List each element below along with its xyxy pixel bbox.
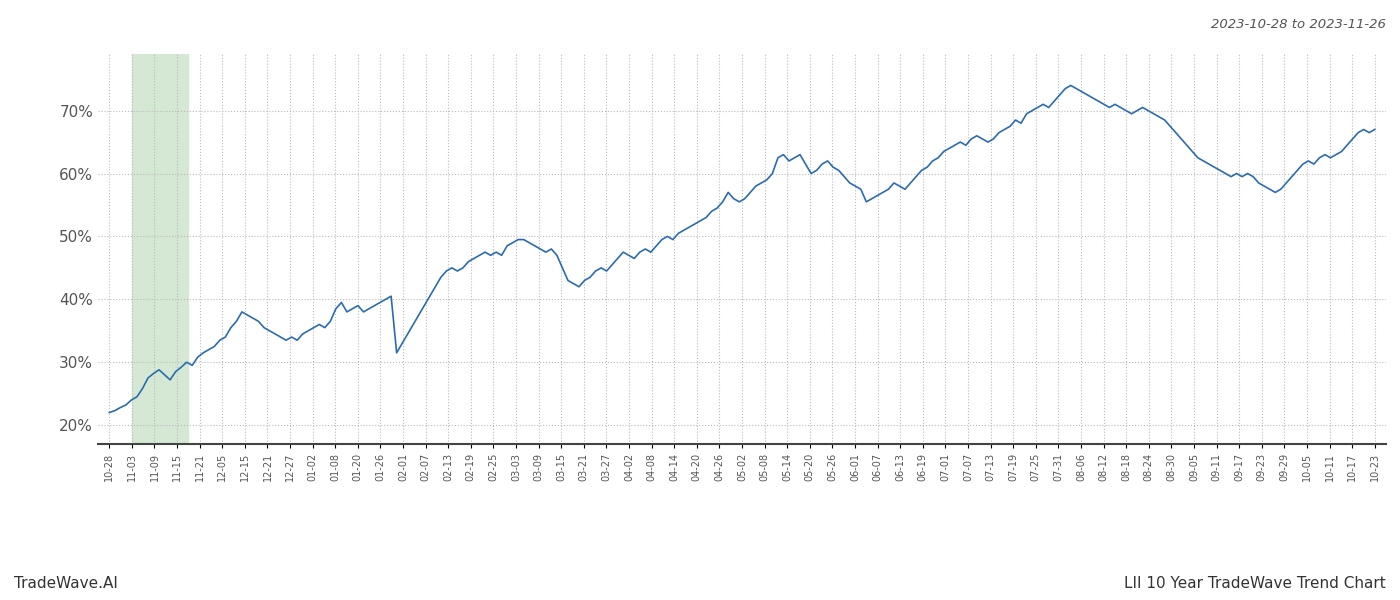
Text: 2023-10-28 to 2023-11-26: 2023-10-28 to 2023-11-26 <box>1211 18 1386 31</box>
Bar <box>132 54 189 444</box>
Text: LII 10 Year TradeWave Trend Chart: LII 10 Year TradeWave Trend Chart <box>1124 576 1386 591</box>
Text: TradeWave.AI: TradeWave.AI <box>14 576 118 591</box>
